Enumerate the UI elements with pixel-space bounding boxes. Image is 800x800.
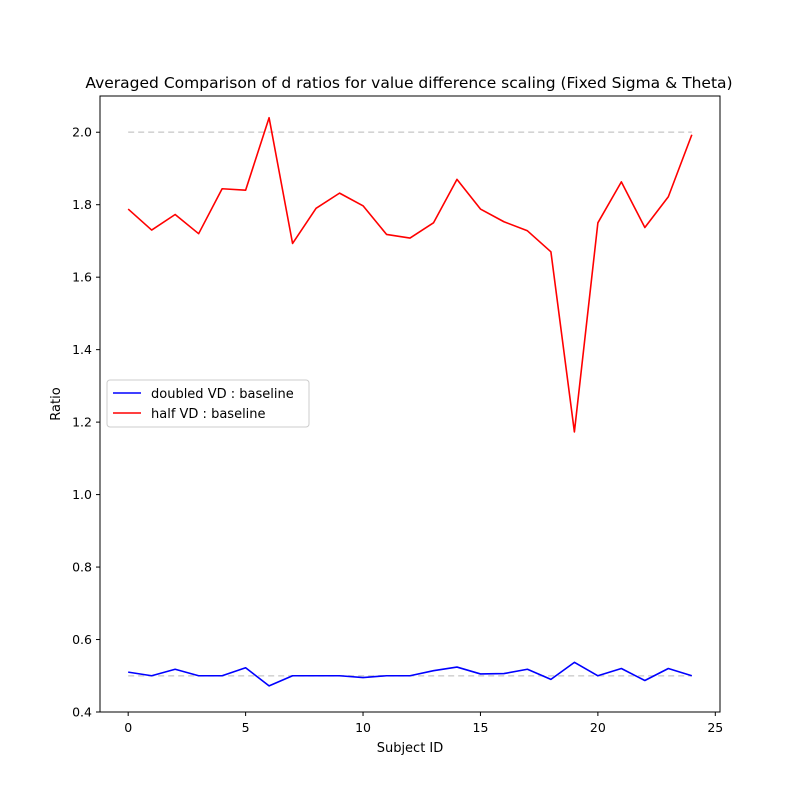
legend: doubled VD : baseline half VD : baseline	[106, 379, 310, 428]
chart-title: Averaged Comparison of d ratios for valu…	[85, 74, 732, 92]
x-tick-label: 25	[707, 720, 723, 735]
x-tick-label: 5	[242, 720, 250, 735]
x-axis-ticks: 0 5 10 15 20 25	[124, 712, 723, 735]
y-tick-label: 0.6	[72, 632, 92, 647]
y-tick-label: 1.6	[72, 270, 92, 285]
x-tick-label: 20	[590, 720, 606, 735]
legend-label-doubled: doubled VD : baseline	[151, 387, 294, 402]
y-tick-label: 1.4	[72, 342, 92, 357]
series-line-0	[128, 661, 693, 687]
x-axis-label: Subject ID	[377, 741, 444, 756]
y-tick-label: 1.0	[72, 487, 92, 502]
x-tick-label: 0	[124, 720, 132, 735]
y-tick-label: 1.8	[72, 197, 92, 212]
y-tick-label: 2.0	[72, 125, 92, 140]
x-tick-label: 10	[355, 720, 371, 735]
y-tick-label: 0.8	[72, 560, 92, 575]
legend-box	[106, 379, 310, 428]
y-tick-label: 1.2	[72, 415, 92, 430]
plot-area-frame	[99, 95, 721, 713]
y-axis-label: Ratio	[49, 387, 64, 420]
series-lines	[127, 116, 693, 687]
x-tick-label: 15	[473, 720, 489, 735]
series-line-1	[127, 116, 693, 433]
legend-label-half: half VD : baseline	[151, 407, 266, 422]
y-tick-label: 0.4	[72, 705, 92, 720]
y-axis-ticks: 0.4 0.6 0.8 1.0 1.2 1.4 1.6 1.8 2.0	[72, 125, 100, 720]
